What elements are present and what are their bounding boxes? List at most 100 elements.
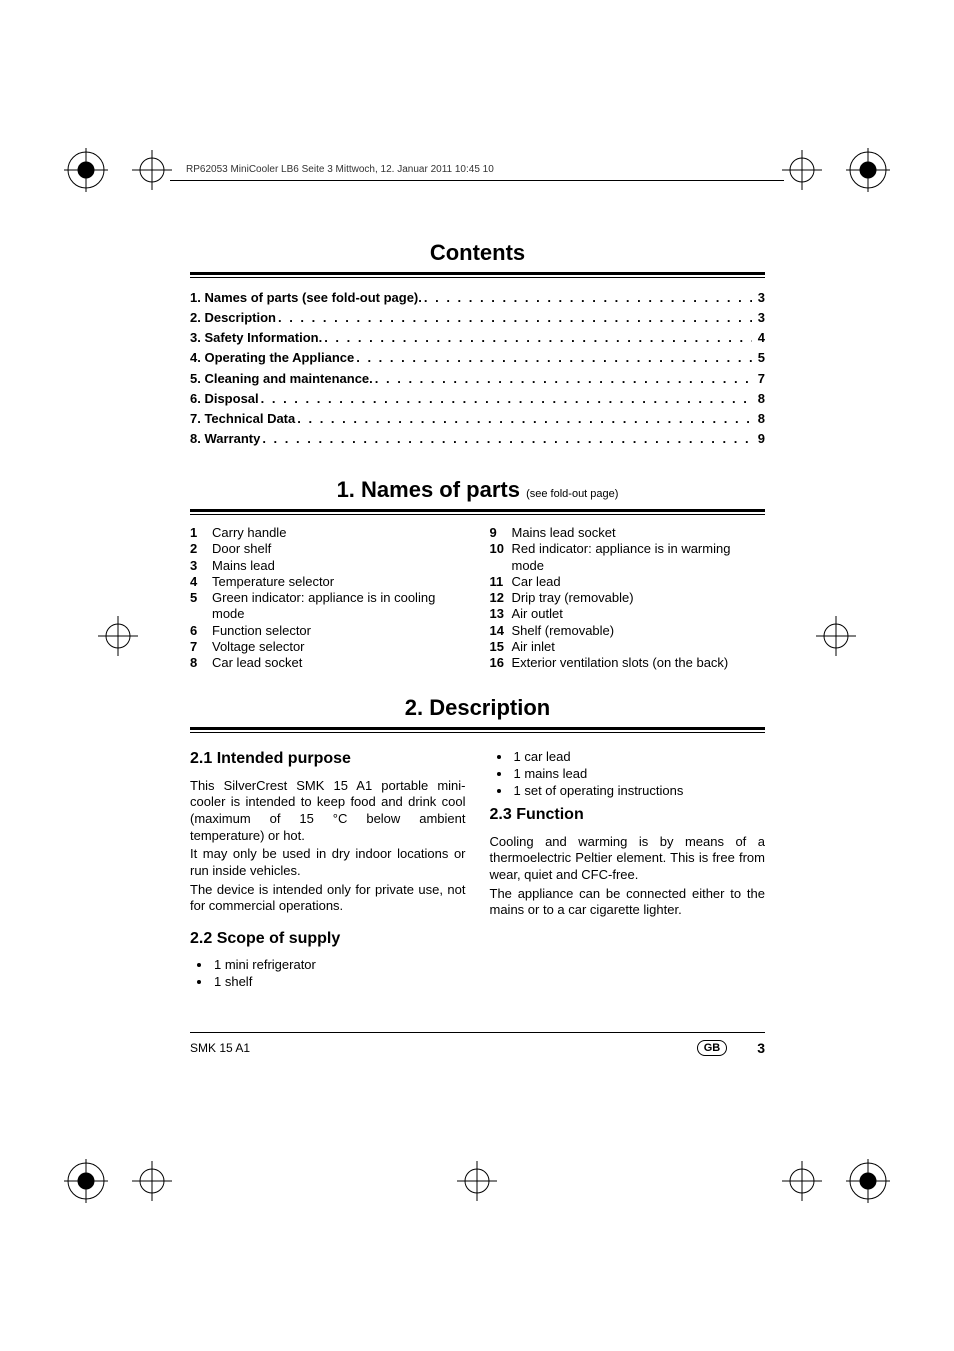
toc-label: 6. Disposal [190,389,259,409]
list-item: 1 car lead [512,749,766,766]
description-body: 2.1 Intended purpose This SilverCrest SM… [190,743,765,996]
part-number: 5 [190,590,212,623]
toc-page: 7 [754,369,765,389]
body-text: Cooling and warming is by means of a the… [490,834,766,884]
part-text: Temperature selector [212,574,466,590]
toc-page: 5 [754,348,765,368]
footer-rule [190,1032,765,1033]
toc-page: 8 [754,389,765,409]
registration-mark-icon [64,1159,108,1203]
heading-rule [190,727,765,733]
registration-mark-icon [846,148,890,192]
part-number: 13 [490,606,512,622]
part-text: Drip tray (removable) [512,590,766,606]
part-text: Mains lead [212,558,466,574]
part-text: Air outlet [512,606,766,622]
part-item: 8Car lead socket [190,655,466,671]
toc-dots: . . . . . . . . . . . . . . . . . . . . … [375,369,752,389]
heading-subtext: (see fold-out page) [526,488,618,500]
body-text: The device is intended only for private … [190,882,466,915]
footer-model: SMK 15 A1 [190,1041,250,1055]
list-item: 1 mini refrigerator [212,957,466,974]
toc-dots: . . . . . . . . . . . . . . . . . . . . … [297,409,752,429]
body-text: The appliance can be connected either to… [490,886,766,919]
part-text: Shelf (removable) [512,623,766,639]
toc-row: 6. Disposal. . . . . . . . . . . . . . .… [190,389,765,409]
scope-of-supply-heading: 2.2 Scope of supply [190,929,466,949]
part-text: Carry handle [212,525,466,541]
description-heading: 2. Description [190,695,765,721]
toc-page: 4 [754,328,765,348]
parts-col-left: 1Carry handle 2Door shelf 3Mains lead 4T… [190,525,466,671]
parts-list: 1Carry handle 2Door shelf 3Mains lead 4T… [190,525,765,671]
toc-page: 3 [754,288,765,308]
part-item: 11Car lead [490,574,766,590]
part-number: 2 [190,541,212,557]
part-text: Car lead [512,574,766,590]
part-item: 14Shelf (removable) [490,623,766,639]
part-item: 4Temperature selector [190,574,466,590]
part-text: Red indicator: appliance is in warming m… [512,541,766,574]
toc-dots: . . . . . . . . . . . . . . . . . . . . … [262,429,751,449]
running-head: RP62053 MiniCooler LB6 Seite 3 Mittwoch,… [186,164,494,175]
part-text: Exterior ventilation slots (on the back) [512,655,766,671]
part-number: 6 [190,623,212,639]
part-text: Mains lead socket [512,525,766,541]
names-of-parts-heading: 1. Names of parts (see fold-out page) [190,477,765,503]
part-item: 13Air outlet [490,606,766,622]
part-item: 3Mains lead [190,558,466,574]
part-number: 8 [190,655,212,671]
registration-mark-icon [780,1159,824,1203]
footer-page-number: 3 [757,1040,765,1056]
part-number: 10 [490,541,512,574]
part-number: 11 [490,574,512,590]
registration-mark-icon [64,148,108,192]
registration-mark-icon [130,1159,174,1203]
intended-purpose-heading: 2.1 Intended purpose [190,749,466,769]
toc-dots: . . . . . . . . . . . . . . . . . . . . … [278,308,752,328]
body-text: This SilverCrest SMK 15 A1 portable mini… [190,778,466,845]
toc-row: 1. Names of parts (see fold-out page).. … [190,288,765,308]
toc-label: 5. Cleaning and maintenance. [190,369,373,389]
heading-rule [190,272,765,278]
list-item: 1 mains lead [512,766,766,783]
part-text: Car lead socket [212,655,466,671]
part-number: 15 [490,639,512,655]
part-number: 3 [190,558,212,574]
part-number: 16 [490,655,512,671]
toc-page: 3 [754,308,765,328]
toc-row: 7. Technical Data. . . . . . . . . . . .… [190,409,765,429]
part-text: Voltage selector [212,639,466,655]
toc-row: 4. Operating the Appliance. . . . . . . … [190,348,765,368]
heading-rule [190,509,765,515]
list-item: 1 shelf [212,974,466,991]
description-col-left: 2.1 Intended purpose This SilverCrest SM… [190,743,466,996]
heading-text: 1. Names of parts [337,477,520,502]
scope-list-continued: 1 car lead 1 mains lead 1 set of operati… [490,749,766,799]
toc-label: 3. Safety Information. [190,328,322,348]
toc-label: 1. Names of parts (see fold-out page). [190,288,422,308]
part-number: 14 [490,623,512,639]
table-of-contents: 1. Names of parts (see fold-out page).. … [190,288,765,449]
part-text: Function selector [212,623,466,639]
scope-list: 1 mini refrigerator 1 shelf [190,957,466,990]
function-heading: 2.3 Function [490,805,766,825]
registration-mark-icon [780,148,824,192]
page-body: Contents 1. Names of parts (see fold-out… [190,240,765,997]
part-number: 7 [190,639,212,655]
part-text: Door shelf [212,541,466,557]
registration-mark-icon [96,614,140,658]
toc-row: 2. Description. . . . . . . . . . . . . … [190,308,765,328]
toc-page: 8 [754,409,765,429]
registration-mark-icon [455,1159,499,1203]
toc-dots: . . . . . . . . . . . . . . . . . . . . … [261,389,752,409]
registration-mark-icon [130,148,174,192]
part-item: 9Mains lead socket [490,525,766,541]
part-item: 12Drip tray (removable) [490,590,766,606]
list-item: 1 set of operating instructions [512,783,766,800]
footer-language-badge: GB [697,1040,728,1056]
part-number: 1 [190,525,212,541]
part-item: 15Air inlet [490,639,766,655]
toc-dots: . . . . . . . . . . . . . . . . . . . . … [324,328,752,348]
toc-label: 7. Technical Data [190,409,295,429]
